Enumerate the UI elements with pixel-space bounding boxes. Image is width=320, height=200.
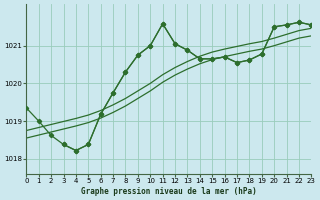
X-axis label: Graphe pression niveau de la mer (hPa): Graphe pression niveau de la mer (hPa)	[81, 187, 257, 196]
